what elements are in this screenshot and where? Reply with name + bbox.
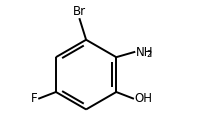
Text: NH: NH xyxy=(136,46,153,59)
Text: 2: 2 xyxy=(146,50,151,59)
Text: F: F xyxy=(31,92,38,105)
Text: Br: Br xyxy=(73,5,86,18)
Text: OH: OH xyxy=(134,92,152,105)
